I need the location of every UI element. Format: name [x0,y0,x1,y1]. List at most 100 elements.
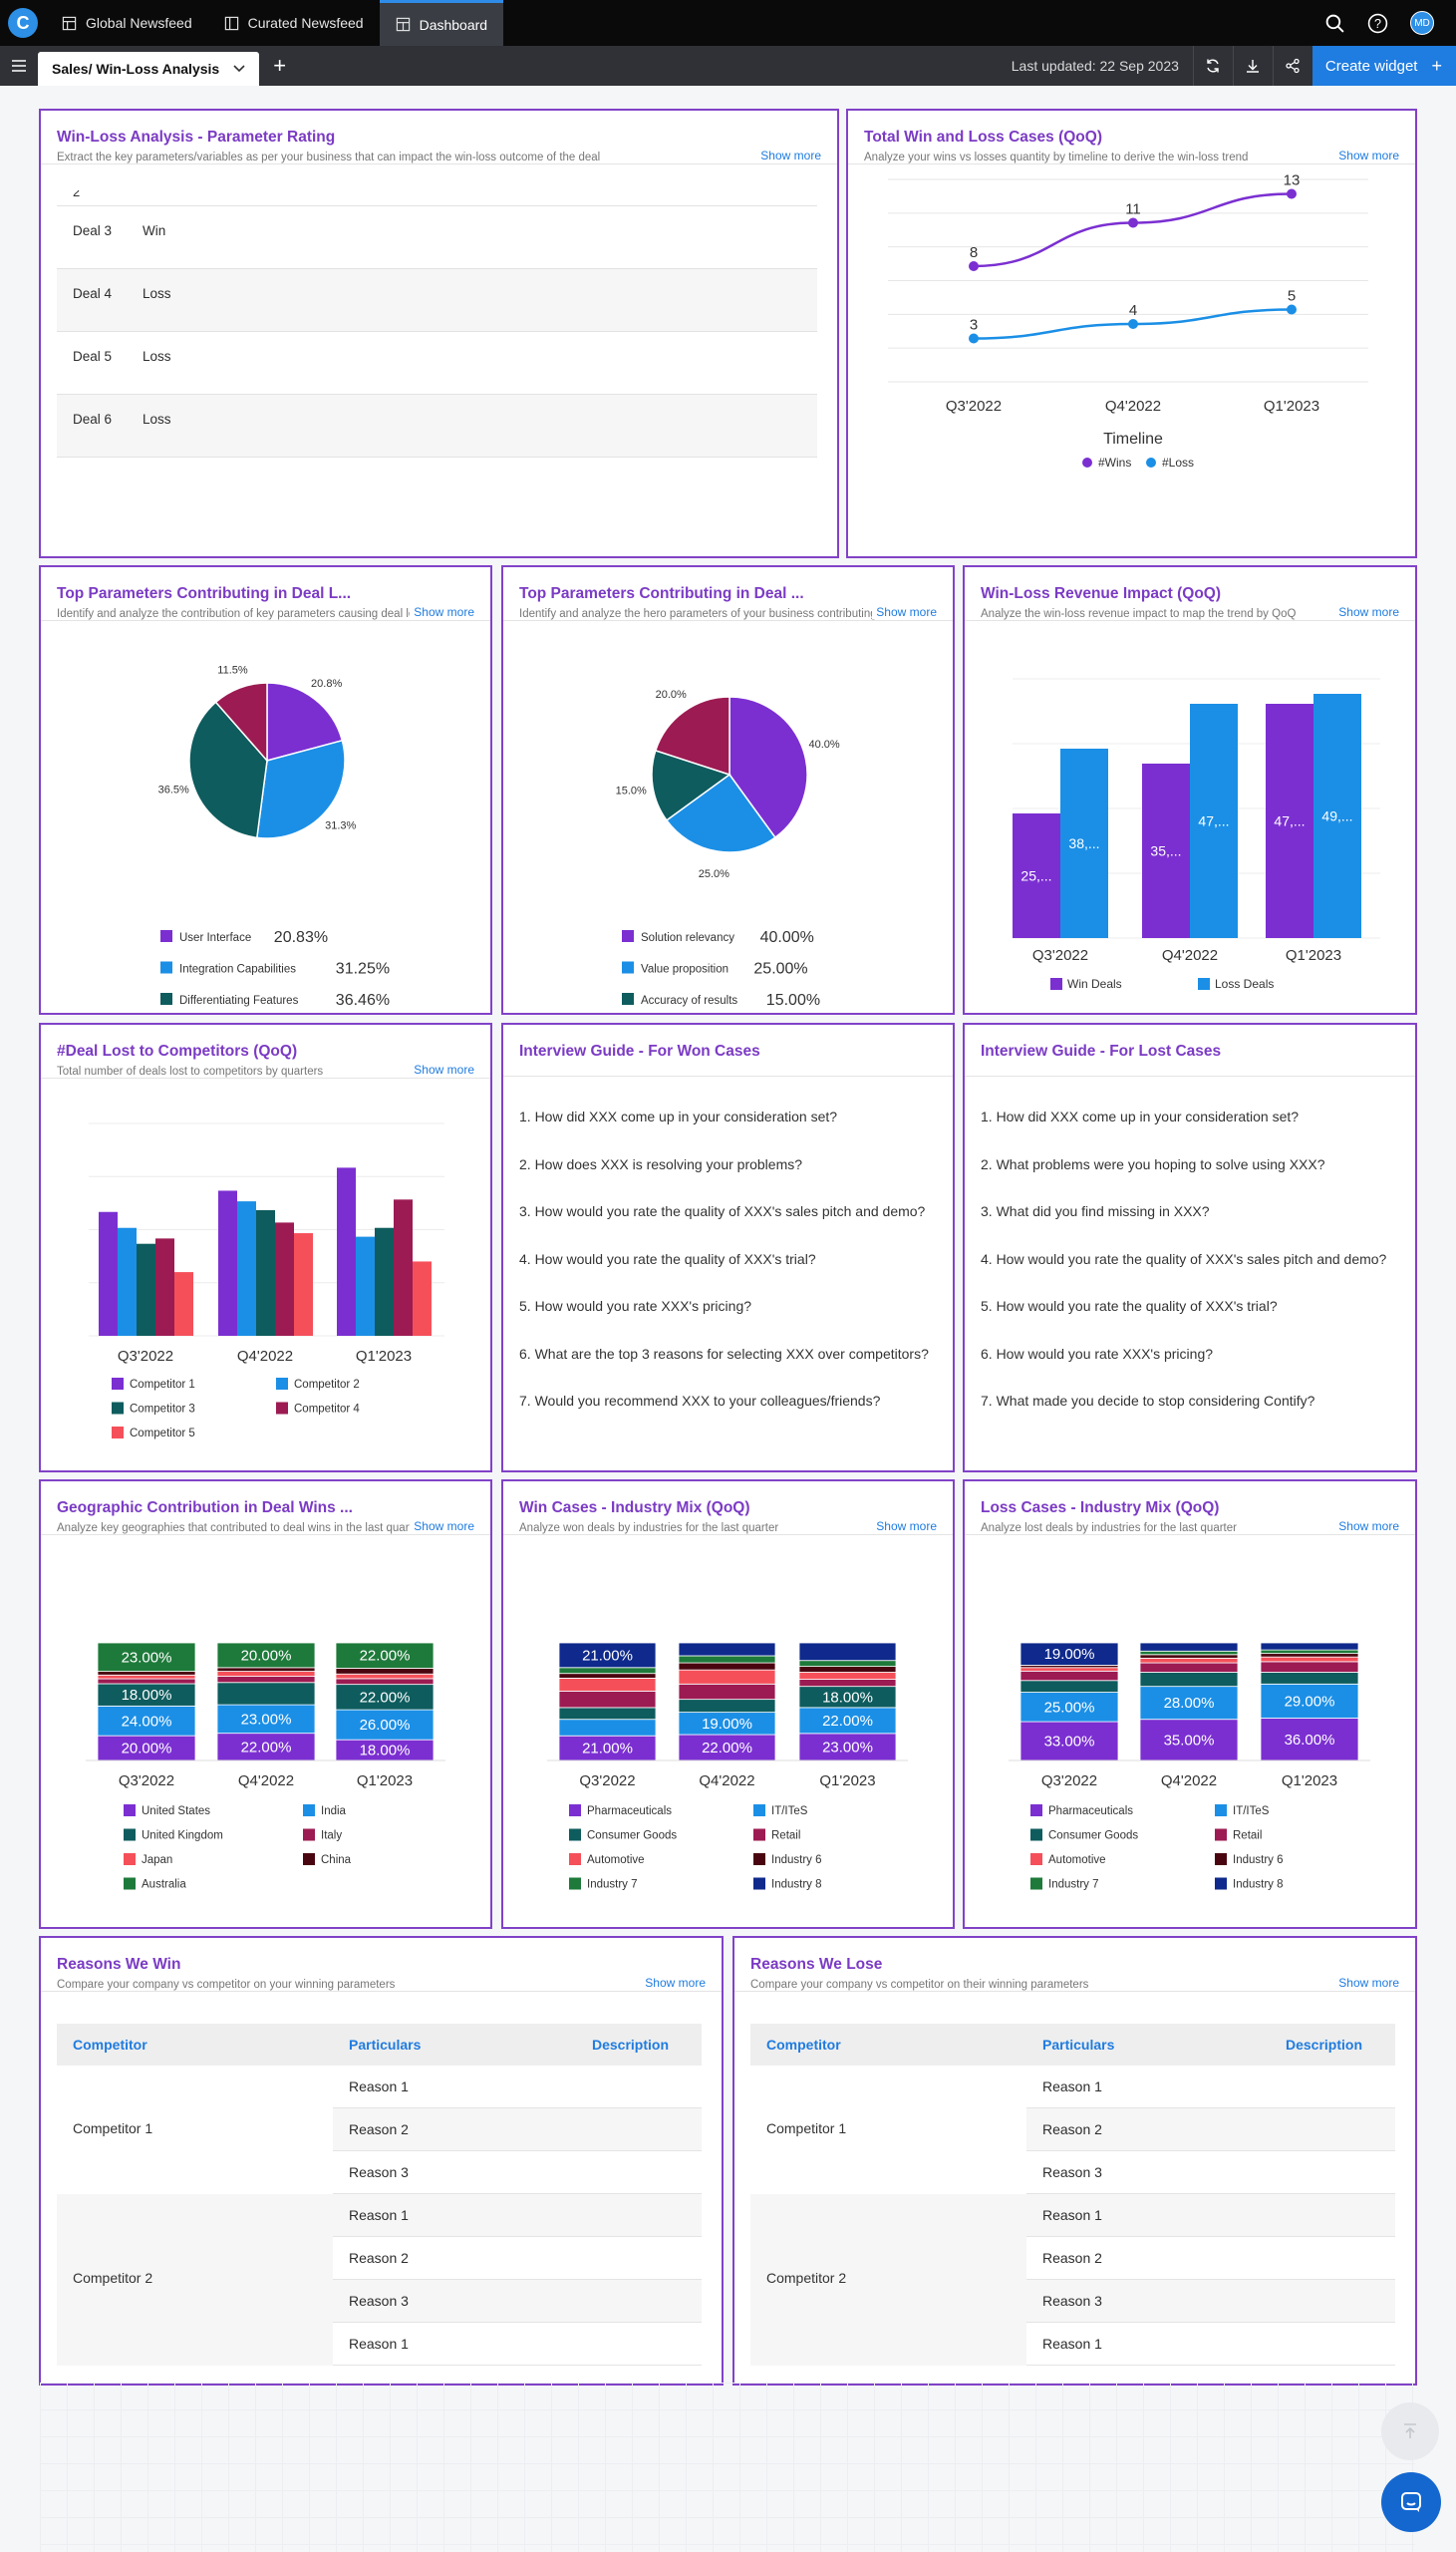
legend-swatch [124,1853,136,1865]
refresh-icon [1207,59,1220,73]
stack-segment [558,1677,657,1692]
pie-slice [255,739,346,839]
bar [99,1211,118,1336]
segment-label: 19.00% [1044,1646,1095,1663]
widget-reasons-we-lose: Reasons We Lose Compare your company vs … [732,1936,1417,2386]
show-more-link[interactable]: Show more [872,1519,937,1533]
list-item: 6. How would you rate XXX's pricing? [981,1345,1214,1362]
table-body: Competitor 1 Competitor 2 Reason 1 Reaso… [57,2066,702,2366]
stack-segment [216,1682,316,1706]
download-button[interactable] [1232,46,1273,86]
competitor-group: Competitor 1 [750,2066,1026,2194]
legend-swatch [160,993,172,1005]
show-more-link[interactable]: Show more [1334,149,1399,162]
list-item: 5. How would you rate the quality of XXX… [981,1298,1278,1314]
list-item: 4. How would you rate the quality of XXX… [981,1250,1387,1267]
data-point [969,333,979,344]
legend-swatch [1215,1877,1227,1890]
dashboard-icon [396,17,410,32]
competitor-name: Competitor 1 [766,2120,847,2136]
legend-swatch [622,930,634,942]
pie-slice [728,696,808,839]
parameter-table: Deal 3 Win Deal 4 Loss Deal 5 Loss Deal 6 Lo… [57,206,817,458]
app-logo[interactable]: C [0,0,46,46]
table-row: Reason 3 [333,2280,702,2323]
tab-dashboard[interactable]: Dashboard [379,0,504,46]
show-more-link[interactable]: Show more [1334,1976,1399,1990]
legend-value: 31.25% [336,961,390,978]
help-icon[interactable]: ? [1367,13,1388,34]
segment-label: 18.00% [360,1743,411,1759]
widget-title: Geographic Contribution in Deal Wins ... [57,1499,353,1516]
reason-cell: Reason 1 [1042,2078,1102,2094]
legend-label: United Kingdom [142,1830,223,1842]
x-tick-label: Q3'2022 [1032,947,1088,964]
widget-subtitle: Total number of deals lost to competitor… [57,1066,324,1078]
stack-segment [1139,1657,1239,1664]
legend-label: Industry 6 [771,1854,822,1866]
table-row: Deal 5 Loss [57,332,817,395]
share-button[interactable] [1272,46,1312,86]
menu-button[interactable] [0,59,38,73]
last-updated-text: Last updated: 22 Sep 2023 [1011,58,1179,74]
show-more-link[interactable]: Show more [1334,1519,1399,1533]
panel-icon [224,16,238,30]
legend-label: #Wins [1098,456,1131,470]
competitor-name: Competitor 1 [73,2120,153,2136]
chat-button[interactable] [1381,2472,1441,2532]
x-tick-label: Q1'2023 [819,1772,875,1789]
user-avatar[interactable]: MD [1410,11,1434,35]
tab-global-newsfeed[interactable]: Global Newsfeed [46,0,208,46]
bar [413,1261,432,1336]
search-icon[interactable] [1324,13,1345,34]
stack-segment [216,1642,316,1669]
dashboard-selector[interactable]: Sales/ Win-Loss Analysis [38,52,260,86]
bar-label: 49,... [1321,808,1352,824]
show-more-link[interactable]: Show more [410,1063,474,1077]
legend-swatch [124,1804,136,1816]
widget-subtitle: Identify and analyze the hero parameters… [519,608,937,620]
svg-text:?: ? [1374,17,1381,31]
bar [1313,694,1361,938]
reason-cell: Reason 3 [349,2293,409,2309]
data-point [1128,217,1138,228]
data-label: 11 [1125,201,1141,218]
stack-segment [798,1642,897,1662]
legend-swatch [569,1828,581,1841]
table-header: Competitor Particulars Description [57,2024,702,2066]
data-point [1128,319,1138,329]
stack-segment [1019,1680,1119,1693]
reason-cell: Reason 1 [349,2078,409,2094]
show-more-link[interactable]: Show more [410,605,474,619]
refresh-button[interactable] [1192,46,1233,86]
legend-label: Value proposition [641,964,728,976]
stack-segment [558,1673,657,1679]
stack-segment [798,1672,897,1680]
add-dashboard-button[interactable]: + [273,53,287,78]
scroll-top-button[interactable] [1381,2402,1439,2460]
data-label: 8 [970,244,978,261]
show-more-link[interactable]: Show more [872,605,937,619]
stack-segment [1019,1670,1119,1682]
slice-label: 25.0% [699,868,729,880]
create-widget-button[interactable]: Create widget + [1311,46,1456,86]
x-tick-label: Q4'2022 [699,1772,754,1789]
list-item: 2. How does XXX is resolving your proble… [519,1155,803,1172]
table-row: Reason 3 [1026,2280,1395,2323]
tab-curated-newsfeed[interactable]: Curated Newsfeed [208,0,380,46]
show-more-link[interactable]: Show more [756,149,821,162]
legend-swatch [569,1877,581,1890]
show-more-link[interactable]: Show more [410,1519,474,1533]
x-tick-label: Q1'2023 [1286,947,1341,964]
table-header: Competitor Particulars Description [750,2024,1395,2066]
stack-segment [335,1668,435,1675]
top-nav-bar: C Global Newsfeed Curated Newsfeed Dashb… [0,0,1456,46]
legend-label: Consumer Goods [587,1830,677,1842]
show-more-link[interactable]: Show more [641,1976,706,1990]
stack-segment [558,1735,657,1761]
reason-cell: Reason 2 [349,2250,409,2266]
competitor-bar-chart: Q3'2022 Q4'2022 Q1'2023 Competitor 1 Competi… [89,1122,444,1439]
slice-label: 40.0% [809,739,840,751]
show-more-link[interactable]: Show more [1334,605,1399,619]
competitor-group: Competitor 1 [57,2066,333,2194]
